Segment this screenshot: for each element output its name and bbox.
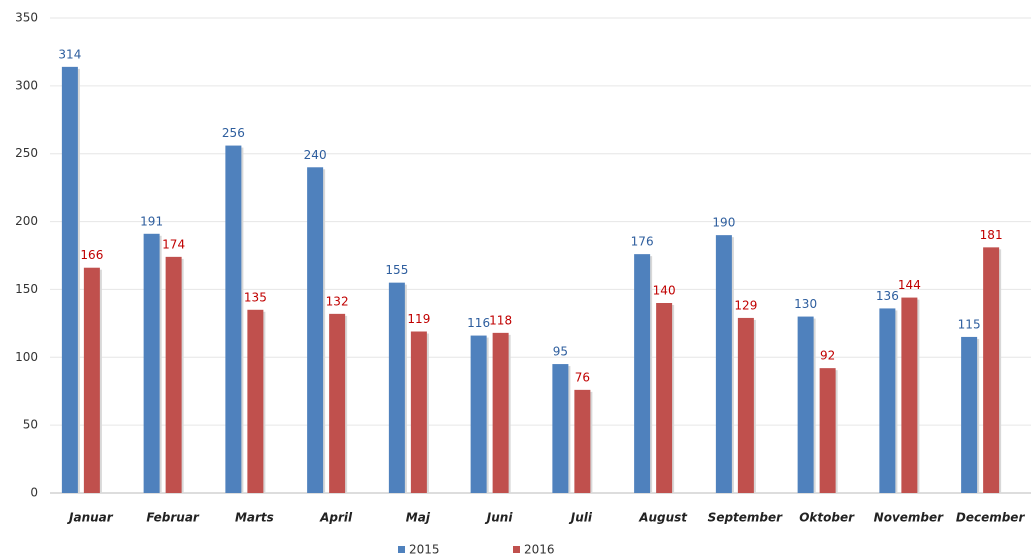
data-label: 144 [898,278,921,292]
data-label: 240 [304,148,327,162]
data-label: 76 [575,370,590,384]
bar [388,282,405,493]
data-label: 130 [794,297,817,311]
bar [634,254,651,493]
bar [961,336,978,493]
data-label: 132 [326,294,349,308]
legend-label: 2016 [524,543,555,557]
x-tick-label: Juni [485,511,514,525]
data-label: 140 [653,284,676,298]
legend-label: 2015 [409,543,440,557]
y-tick-label: 0 [30,486,38,500]
data-label: 181 [980,228,1003,242]
bar [410,331,427,493]
bar [715,235,732,493]
bar [656,303,673,493]
x-tick-label: Marts [235,511,274,525]
data-label: 92 [820,349,835,363]
data-label: 166 [80,248,103,262]
bar [143,233,160,494]
data-label: 314 [58,47,81,61]
data-label: 116 [467,316,490,330]
data-label: 190 [712,216,735,230]
x-tick-label: April [319,511,353,525]
bar [983,247,1000,493]
y-tick-label: 250 [15,146,38,160]
x-tick-label: Juli [569,511,593,525]
bar [492,332,509,493]
x-tick-label: Oktober [799,511,855,525]
data-label: 115 [958,317,981,331]
y-tick-label: 350 [15,11,38,25]
data-label: 176 [631,235,654,249]
x-tick-label: Februar [146,511,200,525]
y-tick-label: 100 [15,350,38,364]
data-label: 191 [140,214,163,228]
x-tick-label: December [956,511,1026,525]
bar [83,267,100,493]
bar [879,308,896,493]
bar [225,145,242,494]
bar [247,309,264,493]
data-label: 118 [489,313,512,327]
bar [797,316,814,493]
bar [61,66,78,493]
bar [901,297,918,493]
bar [552,364,569,493]
x-tick-label: Maj [406,511,431,525]
y-tick-label: 200 [15,214,38,228]
data-label: 136 [876,289,899,303]
data-label: 119 [407,312,430,326]
bar [737,317,754,493]
bar [574,389,591,493]
bar [819,368,836,493]
data-label: 129 [734,298,757,312]
data-label: 135 [244,290,267,304]
legend-swatch [513,546,520,553]
legend-swatch [398,546,405,553]
x-tick-label: September [708,511,783,525]
bar [307,167,324,494]
bar [329,313,346,493]
x-tick-label: August [638,511,688,525]
y-tick-label: 50 [23,418,38,432]
y-tick-label: 300 [15,78,38,92]
y-tick-label: 150 [15,282,38,296]
x-tick-label: Januar [67,511,114,525]
x-tick-label: November [874,511,944,525]
data-label: 155 [385,263,408,277]
data-label: 174 [162,237,185,251]
data-label: 256 [222,126,245,140]
bar [470,335,487,493]
data-label: 95 [553,345,568,359]
bar [165,256,182,493]
